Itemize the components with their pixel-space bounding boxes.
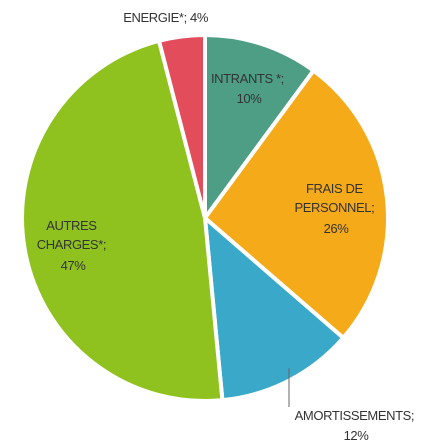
intrants-label-name: INTRANTS *; [211,71,284,86]
amortissements-label: AMORTISSEMENTS; 12% [295,408,418,443]
energie-label: ENERGIE*; 4% [123,10,209,25]
autres-charges-label-value: 47% [61,258,87,273]
energie-label-line1: ENERGIE*; 4% [123,10,209,25]
frais-personnel-label-line1: FRAIS DE [306,181,363,196]
autres-charges-label-line2: CHARGES*; [37,237,106,252]
autres-charges-label-line1: AUTRES [46,218,97,233]
frais-personnel-label: FRAIS DE PERSONNEL; 26% [294,181,377,236]
frais-personnel-label-line2: PERSONNEL; [294,200,374,215]
autres-charges-label: AUTRES CHARGES*; 47% [37,218,110,273]
pie-slice-frais-de-personnel [203,68,390,340]
pie-slice-autres-charges [20,38,225,403]
intrants-label: INTRANTS *; 10% [211,71,287,106]
amortissements-label-value: 12% [344,428,370,443]
pie-slice-intrants [203,33,316,220]
frais-personnel-label-value: 26% [324,221,350,236]
amortissements-label-name: AMORTISSEMENTS; [295,408,414,423]
pie-slices [20,33,390,403]
pie-slice-energie [157,33,207,220]
intrants-label-value: 10% [237,91,263,106]
